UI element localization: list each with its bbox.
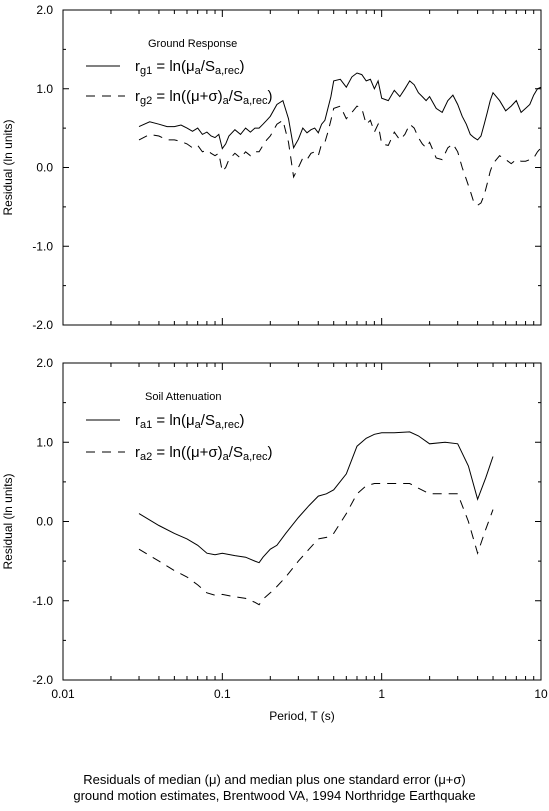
caption-line-2: ground motion estimates, Brentwood VA, 1… xyxy=(73,788,476,803)
y-axis-label: Residual (ln units) xyxy=(1,119,15,215)
x-tick-label: 1 xyxy=(378,687,385,701)
legend-label-1: ra1 = ln(μa/Sa,rec) xyxy=(135,412,244,431)
legend-label-2: rg2 = ln((μ+σ)a/Sa,rec) xyxy=(135,88,272,107)
y-tick-label: 2.0 xyxy=(36,3,53,17)
x-tick-label: 0.1 xyxy=(214,687,231,701)
y-tick-label: 2.0 xyxy=(36,356,53,370)
caption-line-1: Residuals of median (μ) and median plus … xyxy=(83,772,466,787)
legend-label-2: ra2 = ln((μ+σ)a/Sa,rec) xyxy=(135,444,272,463)
series-line-1 xyxy=(138,431,494,564)
legend-label-1: rg1 = ln(μa/Sa,rec) xyxy=(135,58,244,77)
x-tick-label: 10 xyxy=(534,687,548,701)
chart-panel-soil-attenuation: -2.0 -1.0 0.0 1.0 2.0 0.01 0.1 1 10 Residual (ln … xyxy=(1,356,548,723)
legend-title: Soil Attenuation xyxy=(145,391,221,403)
y-tick-label: 0.0 xyxy=(36,161,53,175)
y-tick-label: 0.0 xyxy=(36,515,53,529)
y-tick-label: -1.0 xyxy=(32,594,53,608)
y-tick-label: -2.0 xyxy=(32,673,53,687)
series-line-1 xyxy=(138,72,541,150)
plot-frame xyxy=(62,362,542,681)
series-line-2 xyxy=(138,105,541,206)
x-tick-label: 0.01 xyxy=(51,687,75,701)
y-tick-label: -2.0 xyxy=(32,318,53,332)
y-axis-label: Residual (ln units) xyxy=(1,473,15,569)
legend-title: Ground Response xyxy=(148,38,237,50)
series-line-2 xyxy=(138,483,494,606)
chart-panel-ground-response: -2.0 -1.0 0.0 1.0 2.0 Residual (ln units) Grou… xyxy=(1,3,542,332)
x-axis-label: Period, T (s) xyxy=(269,709,335,723)
y-tick-label: 1.0 xyxy=(36,82,53,96)
y-tick-label: 1.0 xyxy=(36,435,53,449)
y-tick-label: -1.0 xyxy=(32,239,53,253)
